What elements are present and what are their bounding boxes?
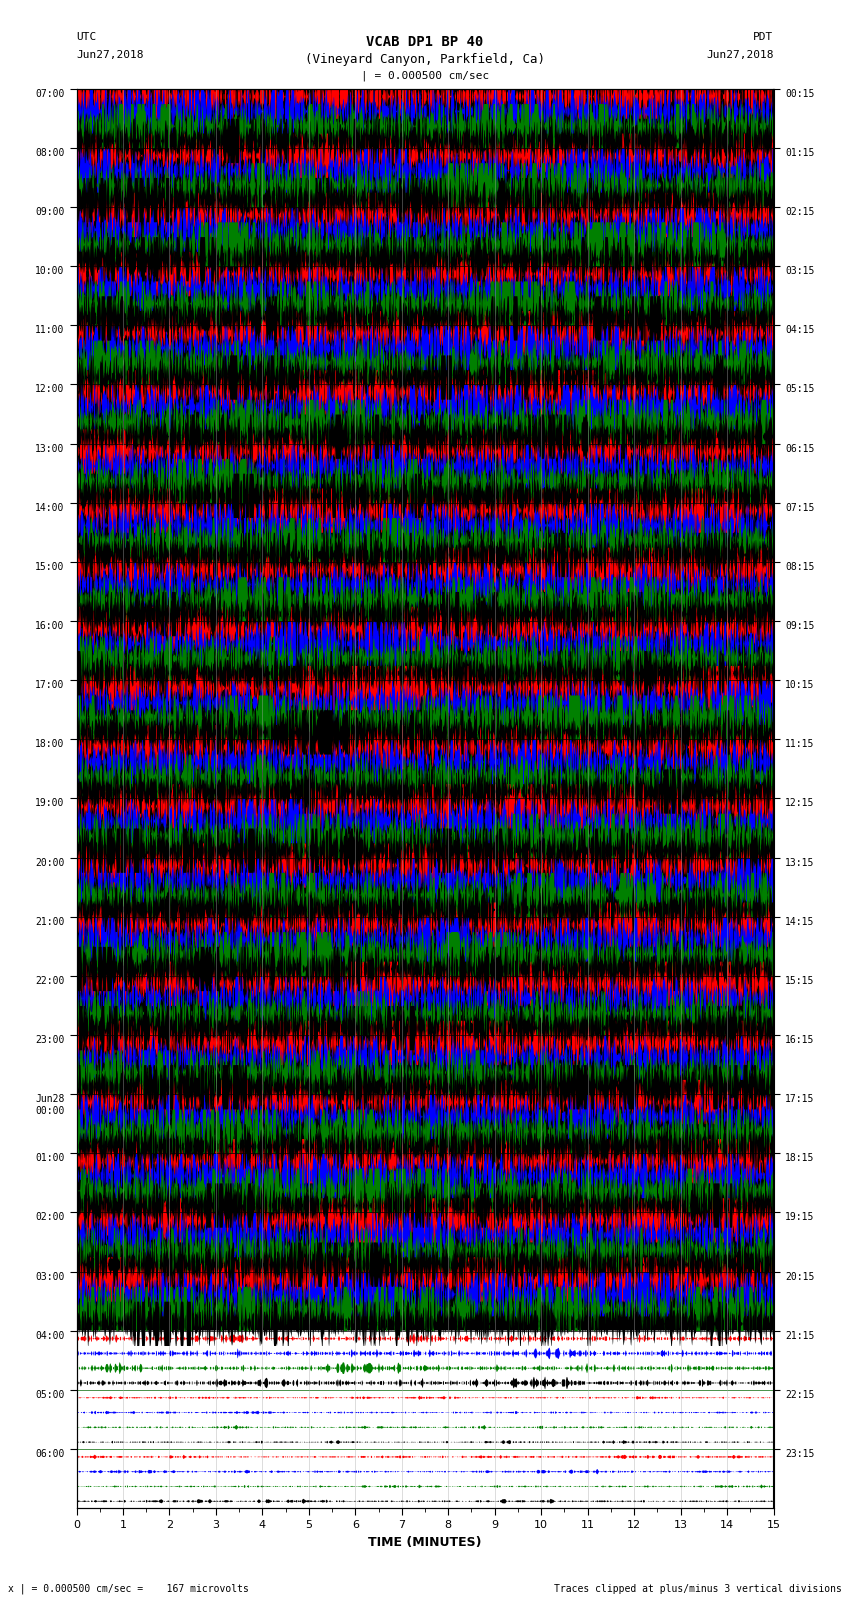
Text: PDT: PDT	[753, 32, 774, 42]
Text: x | = 0.000500 cm/sec =    167 microvolts: x | = 0.000500 cm/sec = 167 microvolts	[8, 1582, 249, 1594]
Text: Traces clipped at plus/minus 3 vertical divisions: Traces clipped at plus/minus 3 vertical …	[553, 1584, 842, 1594]
Text: UTC: UTC	[76, 32, 97, 42]
Text: Jun27,2018: Jun27,2018	[76, 50, 144, 60]
Text: VCAB DP1 BP 40: VCAB DP1 BP 40	[366, 35, 484, 50]
Text: Jun27,2018: Jun27,2018	[706, 50, 774, 60]
Text: | = 0.000500 cm/sec: | = 0.000500 cm/sec	[361, 71, 489, 82]
Text: (Vineyard Canyon, Parkfield, Ca): (Vineyard Canyon, Parkfield, Ca)	[305, 53, 545, 66]
X-axis label: TIME (MINUTES): TIME (MINUTES)	[368, 1536, 482, 1548]
